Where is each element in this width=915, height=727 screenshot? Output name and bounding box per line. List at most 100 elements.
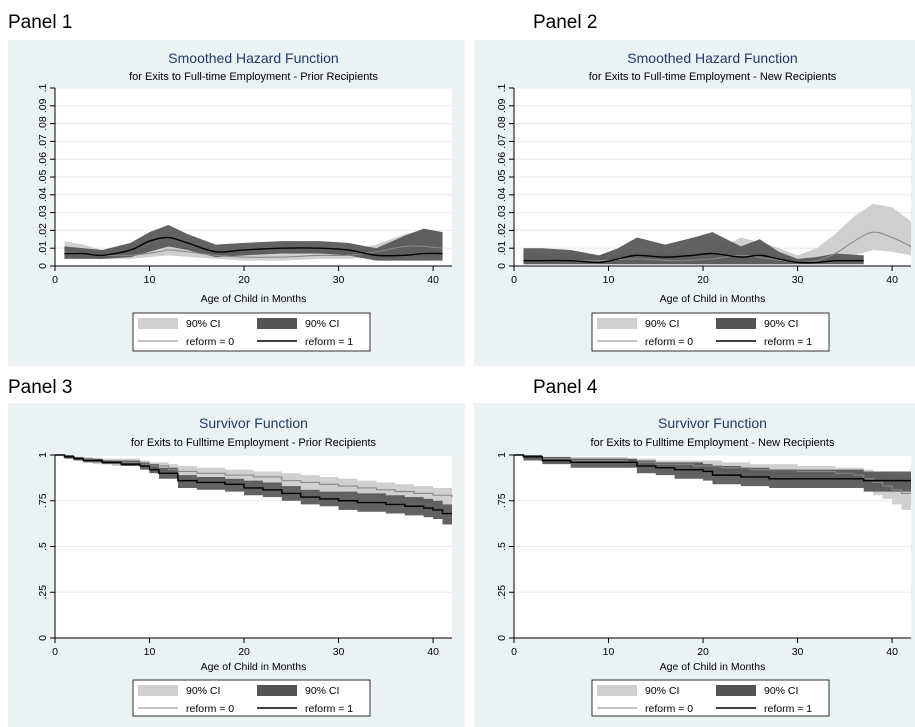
legend-label: reform = 1 bbox=[764, 703, 812, 715]
x-tick-label: 40 bbox=[427, 274, 439, 286]
legend-label: reform = 0 bbox=[645, 336, 693, 348]
x-tick-label: 30 bbox=[792, 646, 804, 658]
legend-label: 90% CI bbox=[645, 318, 679, 330]
legend-label: reform = 1 bbox=[764, 336, 812, 348]
y-tick-label: .05 bbox=[496, 170, 508, 185]
y-tick-label: .02 bbox=[37, 223, 49, 238]
x-tick-label: 40 bbox=[427, 646, 439, 658]
chart-title: Survivor Function bbox=[199, 415, 308, 431]
y-tick-label: .01 bbox=[37, 241, 49, 256]
legend-label: reform = 0 bbox=[186, 703, 234, 715]
ci-band-reform-0 bbox=[514, 455, 911, 510]
ci-band-reform-1 bbox=[523, 232, 864, 265]
series-line-reform-1 bbox=[55, 454, 452, 515]
x-axis-label: Age of Child in Months bbox=[660, 661, 766, 673]
x-tick-label: 10 bbox=[144, 646, 156, 658]
x-axis-label: Age of Child in Months bbox=[201, 661, 307, 673]
panel-1: Panel 1 Smoothed Hazard Function for Exits… bbox=[8, 12, 465, 366]
legend-label: reform = 0 bbox=[186, 336, 234, 348]
chart-subtitle: for Exits to Full-time Employment - New … bbox=[589, 71, 837, 83]
series-line-reform-0 bbox=[514, 454, 911, 494]
y-tick-label: .5 bbox=[496, 542, 508, 551]
legend-label: 90% CI bbox=[645, 685, 679, 697]
x-tick-label: 10 bbox=[144, 274, 156, 286]
x-tick-label: 20 bbox=[697, 646, 709, 658]
legend-label: reform = 0 bbox=[645, 703, 693, 715]
panel-label: Panel 1 bbox=[8, 12, 72, 33]
x-tick-label: 20 bbox=[238, 274, 250, 286]
y-tick-label: 0 bbox=[496, 635, 508, 641]
y-tick-label: .03 bbox=[37, 205, 49, 220]
chart-title: Smoothed Hazard Function bbox=[168, 50, 338, 66]
y-tick-label: .5 bbox=[37, 542, 49, 551]
legend-swatch-ci-reform-0 bbox=[138, 318, 178, 329]
legend-label: reform = 1 bbox=[305, 703, 353, 715]
y-tick-label: 0 bbox=[496, 263, 508, 269]
panel-label: Panel 2 bbox=[533, 12, 597, 33]
x-tick-label: 20 bbox=[238, 646, 250, 658]
x-tick-label: 30 bbox=[333, 274, 345, 286]
x-tick-label: 40 bbox=[886, 274, 898, 286]
x-tick-label: 40 bbox=[886, 646, 898, 658]
chart-subtitle: for Exits to Full-time Employment - Prio… bbox=[129, 71, 378, 83]
ci-band-reform-1 bbox=[55, 455, 452, 525]
x-tick-label: 10 bbox=[603, 646, 615, 658]
y-tick-label: .03 bbox=[496, 205, 508, 220]
y-tick-label: .25 bbox=[496, 585, 508, 600]
legend-swatch-ci-reform-0 bbox=[597, 318, 637, 329]
legend-swatch-ci-reform-1 bbox=[257, 318, 297, 329]
y-tick-label: .75 bbox=[496, 493, 508, 508]
legend-swatch-ci-reform-1 bbox=[257, 685, 297, 696]
y-tick-label: .07 bbox=[496, 134, 508, 149]
y-tick-label: 0 bbox=[37, 263, 49, 269]
y-tick-label: .07 bbox=[37, 134, 49, 149]
x-tick-label: 30 bbox=[333, 646, 345, 658]
legend-label: 90% CI bbox=[186, 318, 220, 330]
series-line-reform-0 bbox=[64, 245, 443, 258]
legend-swatch-ci-reform-1 bbox=[716, 685, 756, 696]
x-tick-label: 0 bbox=[52, 274, 58, 286]
panel-label: Panel 3 bbox=[8, 377, 72, 398]
chart-title: Survivor Function bbox=[658, 415, 767, 431]
legend-swatch-ci-reform-0 bbox=[138, 685, 178, 696]
series-line-reform-1 bbox=[64, 236, 443, 257]
y-tick-label: 1 bbox=[37, 452, 49, 458]
y-tick-label: .75 bbox=[37, 493, 49, 508]
y-tick-label: .09 bbox=[37, 98, 49, 113]
y-tick-label: .05 bbox=[37, 170, 49, 185]
legend: 90% CI 90% CI reform = 0 reform = 1 bbox=[132, 312, 371, 352]
y-tick-label: .01 bbox=[496, 241, 508, 256]
chart-title: Smoothed Hazard Function bbox=[627, 50, 797, 66]
legend-label: 90% CI bbox=[305, 685, 339, 697]
legend: 90% CI 90% CI reform = 0 reform = 1 bbox=[132, 679, 371, 717]
chart-subtitle: for Exits to Fulltime Employment - New R… bbox=[591, 437, 835, 449]
panel-3: Panel 3 Survivor Function for Exits to Ful… bbox=[8, 377, 465, 727]
ci-band-reform-1 bbox=[64, 225, 443, 261]
legend-label: reform = 1 bbox=[305, 336, 353, 348]
x-tick-label: 0 bbox=[52, 646, 58, 658]
legend-label: 90% CI bbox=[764, 685, 798, 697]
x-tick-label: 20 bbox=[697, 274, 709, 286]
y-tick-label: .02 bbox=[496, 223, 508, 238]
chart-subtitle: for Exits to Fulltime Employment - Prior… bbox=[131, 437, 377, 449]
y-tick-label: .09 bbox=[496, 98, 508, 113]
series-line-reform-1 bbox=[523, 252, 864, 264]
legend-swatch-ci-reform-0 bbox=[597, 685, 637, 696]
legend: 90% CI 90% CI reform = 0 reform = 1 bbox=[591, 679, 830, 717]
y-tick-label: .04 bbox=[496, 187, 508, 202]
y-tick-label: .04 bbox=[37, 187, 49, 202]
x-tick-label: 10 bbox=[603, 274, 615, 286]
x-axis-label: Age of Child in Months bbox=[201, 293, 307, 305]
x-tick-label: 0 bbox=[511, 646, 517, 658]
x-tick-label: 0 bbox=[511, 274, 517, 286]
legend-label: 90% CI bbox=[764, 318, 798, 330]
x-axis-label: Age of Child in Months bbox=[660, 293, 766, 305]
y-tick-label: .08 bbox=[496, 116, 508, 131]
y-tick-label: 1 bbox=[496, 452, 508, 458]
series-line-reform-1 bbox=[514, 454, 911, 482]
legend-label: 90% CI bbox=[305, 318, 339, 330]
x-tick-label: 30 bbox=[792, 274, 804, 286]
panel-4: Panel 4 Survivor Function for Exits to Ful… bbox=[474, 377, 915, 727]
panel-2: Panel 2 Smoothed Hazard Function for Exits… bbox=[474, 12, 915, 366]
